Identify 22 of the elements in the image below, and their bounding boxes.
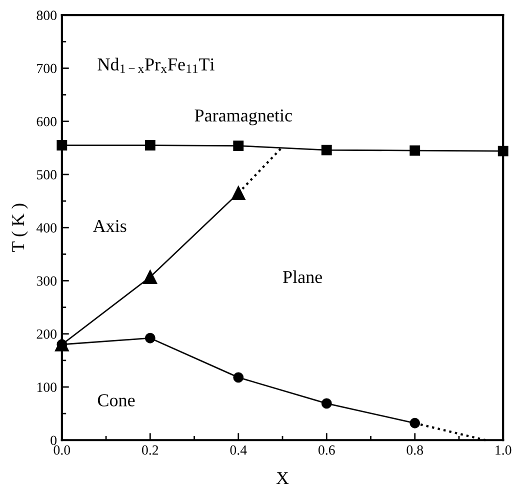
x-tick-label: 0.0 [54, 445, 70, 455]
y-axis-title: T ( K ) [12, 204, 28, 252]
y-tick-label: 700 [37, 64, 57, 74]
annotation: Nd$_{1−x}$Pr$_{x}$Fe$_{11}$Ti [98, 58, 214, 73]
x-tick-label: 0.8 [406, 445, 424, 455]
annotation: Cone [98, 394, 135, 406]
y-tick-label: 0 [50, 436, 57, 446]
y-tick-label: 800 [36, 10, 57, 20]
x-tick-label: 0.2 [142, 445, 158, 455]
x-tick-label: 0.6 [318, 445, 335, 455]
x-axis-title: X [276, 472, 289, 484]
y-tick-label: 400 [36, 223, 57, 233]
x-tick-label: 0.4 [230, 445, 247, 455]
annotation: Plane [283, 270, 322, 284]
y-tick-label: 100 [37, 382, 57, 392]
y-tick-label: 200 [36, 329, 57, 339]
y-tick-label: 600 [36, 116, 57, 126]
y-tick-label: 500 [37, 170, 57, 180]
x-tick-label: 1.0 [496, 445, 512, 455]
annotation: Paramagnetic [194, 109, 292, 126]
y-tick-label: 300 [36, 276, 57, 286]
annotation: Axis [92, 220, 126, 232]
